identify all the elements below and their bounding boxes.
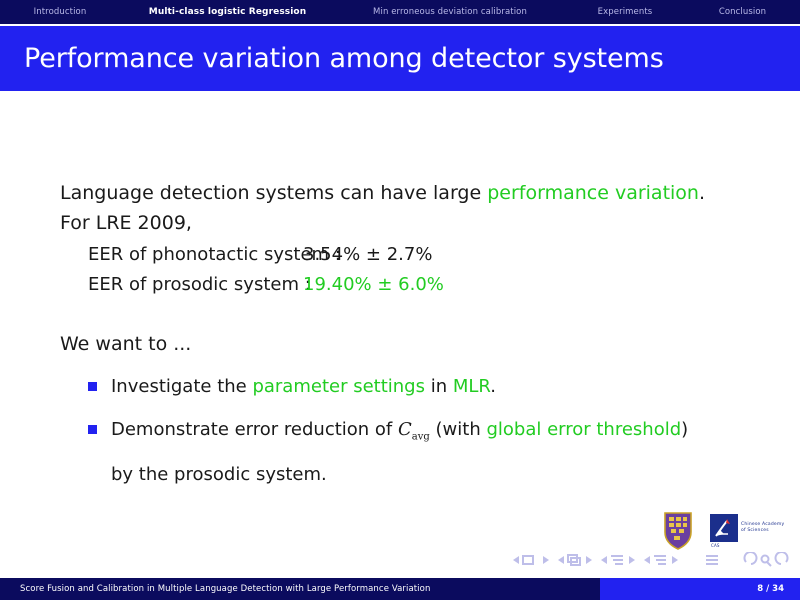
page-number-indicator: 8 / 34 xyxy=(757,584,784,594)
next-slide-icon xyxy=(543,556,549,564)
next-subsection-icon xyxy=(629,556,635,564)
bullet1-seg1: Investigate the xyxy=(111,376,253,397)
logo-group: Chinese Academy of Sciences CAS xyxy=(655,510,800,556)
prev-frame-icon xyxy=(558,556,564,564)
university-crest-logo xyxy=(663,512,693,550)
back-icon xyxy=(743,551,758,565)
institute-logo-glyph-icon xyxy=(715,519,730,537)
page-title: Performance variation among detector sys… xyxy=(24,43,664,74)
list-item: Investigate the parameter settings in ML… xyxy=(88,373,748,400)
next-section-icon xyxy=(672,556,678,564)
slide-icon xyxy=(522,555,534,565)
institute-logo-line1: Chinese Academy xyxy=(741,522,785,527)
cavg-symbol: C xyxy=(398,419,412,440)
eer-label-prosodic: EER of prosodic system : xyxy=(88,274,311,295)
slide-title-bar: Performance variation among detector sys… xyxy=(0,26,800,91)
prev-slide-icon xyxy=(513,556,519,564)
bullet1-seg2: parameter settings xyxy=(252,376,425,397)
square-bullet-icon xyxy=(88,382,97,391)
slide-navigation-bar: Introduction Multi-class logistic Regres… xyxy=(0,0,800,24)
next-frame-icon xyxy=(586,556,592,564)
bullet2-seg4: global error threshold xyxy=(486,419,682,440)
intro-paragraph: Language detection systems can have larg… xyxy=(60,178,720,238)
bullet-text-investigate: Investigate the parameter settings in ML… xyxy=(111,373,748,400)
doc-icon xyxy=(706,555,718,565)
institute-logo: Chinese Academy of Sciences CAS xyxy=(710,514,798,548)
institute-logo-sub: CAS xyxy=(711,543,720,548)
subsection-icon xyxy=(611,555,623,565)
slide-footer: Score Fusion and Calibration in Multiple… xyxy=(0,578,800,600)
section-icon xyxy=(654,555,666,565)
nav-item-multiclass-logistic-regression[interactable]: Multi-class logistic Regression xyxy=(148,7,307,17)
eer-value-phonotactic: 3.54% ± 2.7% xyxy=(303,244,433,265)
bullet1-seg3: in xyxy=(424,376,453,397)
footer-right-section: 8 / 34 xyxy=(600,578,800,600)
eer-value-prosodic: 19.40% ± 6.0% xyxy=(303,274,444,295)
prev-section-icon xyxy=(644,556,650,564)
list-item: Demonstrate error reduction of Cavg (wit… xyxy=(88,416,748,488)
institute-logo-line2: of Sciences xyxy=(741,528,769,533)
bullet2-math-cavg: Cavg xyxy=(398,419,430,443)
bullet-list: Investigate the parameter settings in ML… xyxy=(88,373,748,504)
slide-content: Language detection systems can have larg… xyxy=(0,108,800,508)
eer-label-phonotactic: EER of phonotactic system : xyxy=(88,244,341,265)
footer-presentation-title: Score Fusion and Calibration in Multiple… xyxy=(20,584,431,594)
institute-logo-mark xyxy=(710,514,738,542)
bullet2-seg3: (with xyxy=(429,419,487,440)
want-heading: We want to ... xyxy=(60,333,192,355)
bullet1-seg5: . xyxy=(490,376,497,397)
beamer-navigation-symbols[interactable] xyxy=(510,551,795,568)
nav-item-conclusion[interactable]: Conclusion xyxy=(718,7,767,17)
cavg-subscript: avg xyxy=(411,431,430,443)
eer-row-prosodic: EER of prosodic system : 19.40% ± 6.0% xyxy=(88,270,444,300)
bullet-text-demonstrate: Demonstrate error reduction of Cavg (wit… xyxy=(111,416,748,488)
bullet2-continuation: by the prosodic system. xyxy=(111,463,327,485)
frame-icon xyxy=(567,554,581,566)
footer-left-section: Score Fusion and Calibration in Multiple… xyxy=(0,578,600,600)
nav-item-min-erroneous-deviation-calibration[interactable]: Min erroneous deviation calibration xyxy=(373,7,527,17)
institute-logo-text: Chinese Academy of Sciences xyxy=(741,522,784,534)
eer-row-phonotactic: EER of phonotactic system : 3.54% ± 2.7% xyxy=(88,240,444,270)
square-bullet-icon xyxy=(88,425,97,434)
bullet2-seg5: ) xyxy=(681,419,689,440)
bullet1-seg4: MLR xyxy=(452,376,491,397)
prev-subsection-icon xyxy=(601,556,607,564)
bullet2-seg1: Demonstrate error reduction of xyxy=(111,419,398,440)
eer-list: EER of phonotactic system : 3.54% ± 2.7%… xyxy=(88,240,444,300)
forward-icon xyxy=(774,551,789,565)
nav-item-introduction[interactable]: Introduction xyxy=(33,7,87,17)
intro-highlight: performance variation xyxy=(487,182,699,204)
intro-text-part1: Language detection systems can have larg… xyxy=(60,182,488,204)
nav-item-experiments[interactable]: Experiments xyxy=(597,7,653,17)
search-icon xyxy=(760,554,772,567)
intro-text-part2: . For LRE 2009, xyxy=(60,182,706,234)
